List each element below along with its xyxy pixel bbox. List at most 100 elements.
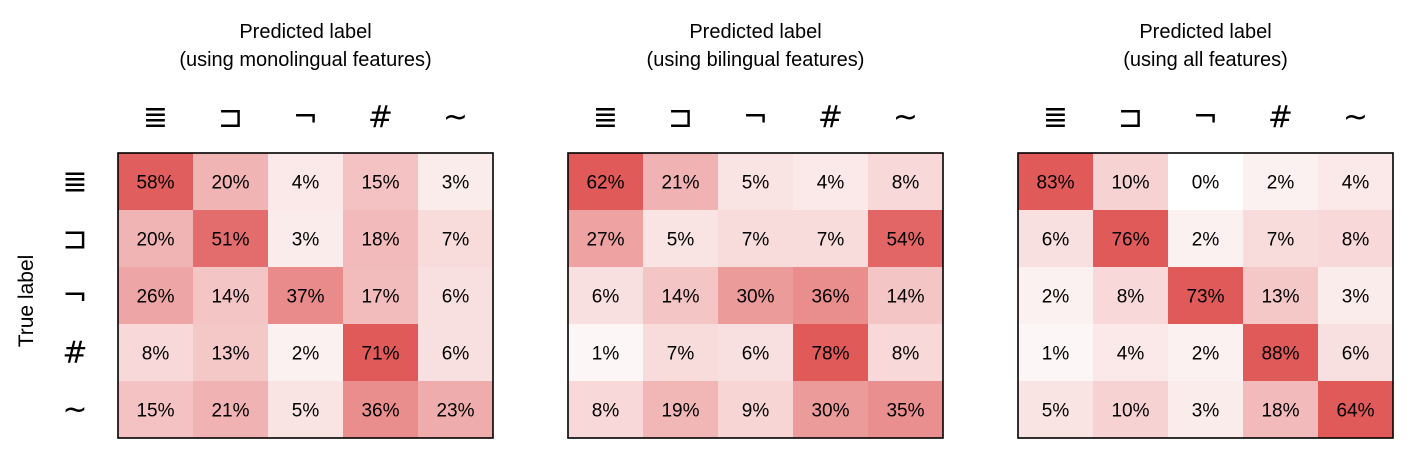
heatmap-cell — [118, 324, 193, 381]
matrix-border — [1017, 152, 1394, 439]
column-tick-label: ≣ — [593, 100, 618, 135]
heatmap-cell — [1243, 381, 1318, 438]
cell-value-label: 36% — [361, 401, 399, 422]
heatmap-cell — [268, 324, 343, 381]
cell-value-label: 8% — [892, 173, 920, 194]
heatmap-cell — [868, 324, 943, 381]
heatmap-cell — [718, 324, 793, 381]
heatmap-cell — [118, 381, 193, 438]
cell-value-label: 7% — [1267, 230, 1295, 251]
cell-value-label: 6% — [442, 287, 470, 308]
cell-value-label: 3% — [442, 173, 470, 194]
matrix-border — [117, 152, 494, 439]
cell-value-label: 7% — [667, 344, 695, 365]
heatmap-cell — [1093, 210, 1168, 267]
heatmap-cell — [1318, 381, 1393, 438]
heatmap-cell — [418, 381, 493, 438]
cell-value-label: 73% — [1186, 287, 1224, 308]
heatmap-cell — [868, 153, 943, 210]
cell-value-label: 20% — [211, 173, 249, 194]
column-tick-label: ⊐ — [1118, 100, 1143, 135]
cell-value-label: 5% — [742, 173, 770, 194]
heatmap-cell — [643, 210, 718, 267]
cell-value-label: 23% — [436, 401, 474, 422]
panel-title-line: Predicted label — [689, 21, 821, 43]
heatmap-cell — [343, 267, 418, 324]
cell-value-label: 58% — [136, 173, 174, 194]
heatmap-cell — [868, 210, 943, 267]
heatmap-cell — [343, 324, 418, 381]
cell-value-label: 7% — [742, 230, 770, 251]
heatmap-cell — [343, 210, 418, 267]
cell-value-label: 1% — [1042, 344, 1070, 365]
heatmap-cell — [268, 267, 343, 324]
heatmap-cell — [1093, 153, 1168, 210]
heatmap-cell — [1168, 267, 1243, 324]
panel-title-line: (using monolingual features) — [179, 49, 431, 71]
heatmap-cell — [793, 267, 868, 324]
cell-value-label: 18% — [1261, 401, 1299, 422]
heatmap-cell — [343, 153, 418, 210]
cell-value-label: 88% — [1261, 344, 1299, 365]
heatmap-cell — [268, 153, 343, 210]
heatmap-cell — [1318, 267, 1393, 324]
heatmap-cell — [793, 324, 868, 381]
cell-value-label: 4% — [1117, 344, 1145, 365]
row-tick-label: ~ — [62, 393, 87, 428]
heatmap-cell — [718, 210, 793, 267]
cell-value-label: 5% — [667, 230, 695, 251]
heatmap-cell — [1168, 381, 1243, 438]
heatmap-cell — [643, 381, 718, 438]
heatmap-cell — [868, 267, 943, 324]
cell-value-label: 30% — [811, 401, 849, 422]
cell-value-label: 2% — [1192, 230, 1220, 251]
cell-value-label: 14% — [886, 287, 924, 308]
heatmap-cell — [1168, 210, 1243, 267]
heatmap-cell — [1093, 267, 1168, 324]
row-tick-label: ⊐ — [62, 222, 87, 257]
heatmap-cell — [193, 153, 268, 210]
heatmap-cell — [643, 324, 718, 381]
cell-value-label: 26% — [136, 287, 174, 308]
cell-value-label: 8% — [1342, 230, 1370, 251]
column-tick-label: # — [818, 100, 843, 135]
heatmap-cell — [1318, 324, 1393, 381]
cell-value-label: 64% — [1336, 401, 1374, 422]
heatmap-cell — [193, 267, 268, 324]
cell-value-label: 10% — [1111, 401, 1149, 422]
cell-value-label: 8% — [592, 401, 620, 422]
cell-value-label: 5% — [1042, 401, 1070, 422]
heatmap-cell — [1318, 153, 1393, 210]
column-tick-label: ~ — [443, 100, 468, 135]
cell-value-label: 6% — [442, 344, 470, 365]
cell-value-label: 8% — [142, 344, 170, 365]
heatmap-cell — [1318, 210, 1393, 267]
column-tick-label: ≣ — [1043, 100, 1068, 135]
cell-value-label: 5% — [292, 401, 320, 422]
confusion-matrix-panel: Predicted label (using all features) ≣ ⊐ ¬ # ~… — [1017, 21, 1394, 439]
cell-value-label: 6% — [1342, 344, 1370, 365]
cell-value-label: 7% — [817, 230, 845, 251]
heatmap-cell — [193, 210, 268, 267]
panel-title-line: (using all features) — [1123, 49, 1288, 71]
column-tick-label: ≣ — [143, 100, 168, 135]
cell-value-label: 7% — [442, 230, 470, 251]
cell-value-label: 51% — [211, 230, 249, 251]
heatmap-cell — [1243, 324, 1318, 381]
heatmap-cell — [1018, 210, 1093, 267]
heatmap-cell — [268, 210, 343, 267]
panel-title-line: Predicted label — [1139, 21, 1271, 43]
cell-value-label: 3% — [1342, 287, 1370, 308]
heatmap-cell — [568, 267, 643, 324]
heatmap-cell — [268, 381, 343, 438]
heatmap-cell — [568, 210, 643, 267]
y-axis-label: True label — [15, 255, 38, 348]
cell-value-label: 14% — [211, 287, 249, 308]
column-tick-label: ¬ — [293, 100, 318, 135]
heatmap-cell — [118, 210, 193, 267]
cell-value-label: 6% — [592, 287, 620, 308]
cell-value-label: 3% — [292, 230, 320, 251]
cell-value-label: 6% — [742, 344, 770, 365]
panel-title-line: (using bilingual features) — [647, 49, 865, 71]
heatmap-cell — [718, 381, 793, 438]
